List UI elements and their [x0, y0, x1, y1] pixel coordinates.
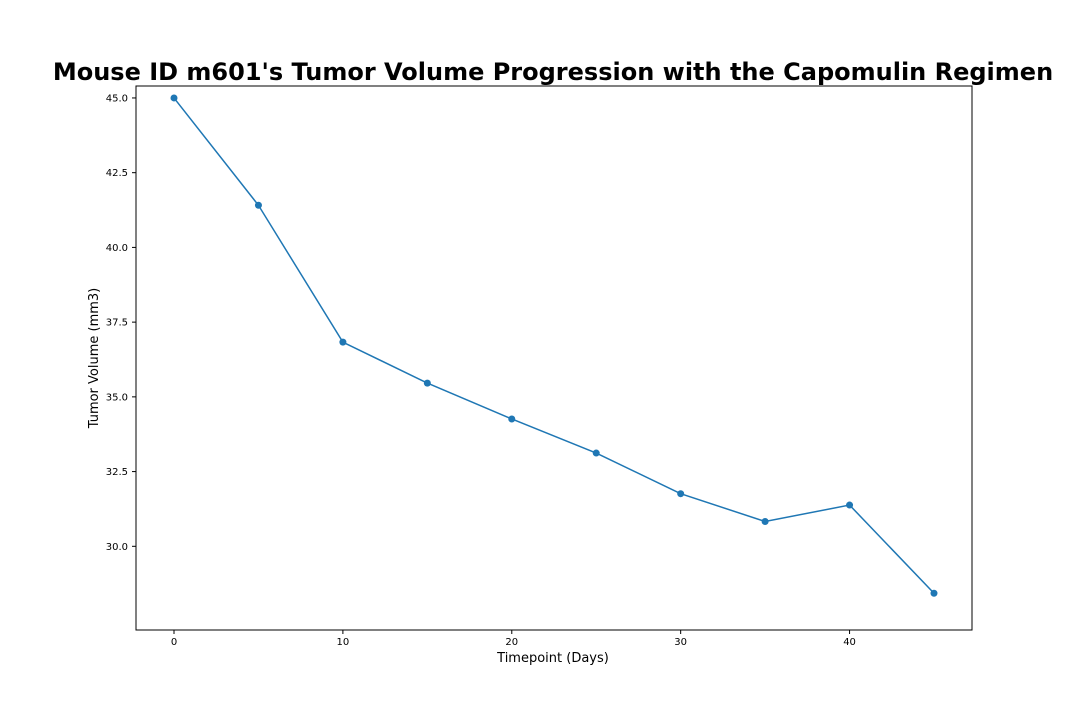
y-tick-label: 42.5: [106, 168, 128, 179]
x-tick-label: 30: [674, 637, 687, 648]
data-point: [339, 338, 347, 346]
x-tick-label: 0: [171, 637, 177, 648]
data-point: [761, 517, 769, 525]
y-tick-label: 37.5: [106, 318, 128, 329]
x-axis-ticks: 0 10 20 30 40: [171, 630, 856, 648]
data-point: [930, 589, 938, 597]
plot-frame: [135, 85, 973, 631]
data-point: [677, 490, 685, 498]
x-axis-label: Timepoint (Days): [496, 651, 609, 666]
y-tick-label: 35.0: [106, 392, 128, 403]
data-point: [592, 449, 600, 457]
x-tick-label: 10: [337, 637, 350, 648]
data-point: [846, 501, 854, 509]
y-axis-label: Tumor Volume (mm3): [87, 288, 102, 430]
x-tick-label: 20: [505, 637, 518, 648]
series-markers: [170, 94, 938, 597]
data-point: [508, 415, 516, 423]
data-point: [254, 201, 262, 209]
y-axis-ticks: 30.0 32.5 35.0 37.5 40.0 42.5 45.0: [106, 93, 136, 553]
chart-title: Mouse ID m601's Tumor Volume Progression…: [53, 58, 1053, 86]
plot-area: [136, 86, 972, 630]
series-line: [173, 97, 935, 594]
y-tick-label: 32.5: [106, 467, 128, 478]
data-point: [170, 94, 178, 102]
data-point: [423, 379, 431, 387]
y-tick-label: 30.0: [106, 542, 128, 553]
y-tick-label: 40.0: [106, 243, 128, 254]
y-tick-label: 45.0: [106, 93, 128, 104]
x-tick-label: 40: [843, 637, 856, 648]
